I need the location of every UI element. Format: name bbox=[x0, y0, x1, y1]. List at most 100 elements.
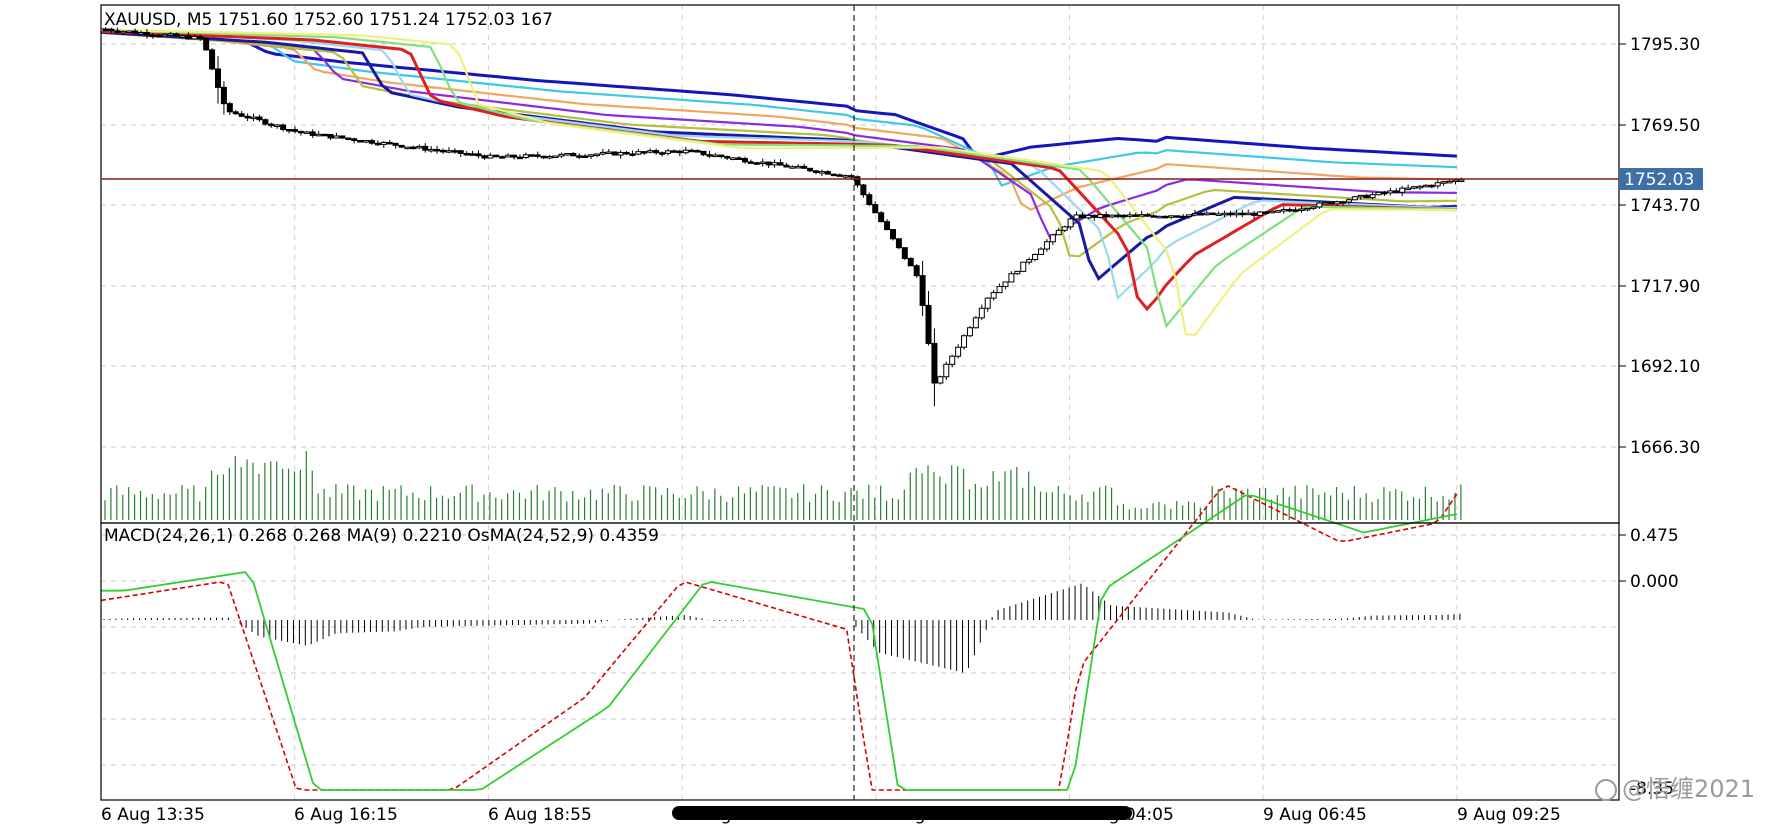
candle bbox=[582, 154, 589, 159]
candle bbox=[398, 144, 405, 148]
moving-average-line bbox=[100, 30, 1457, 212]
candle bbox=[747, 159, 754, 164]
candle-body bbox=[191, 35, 198, 40]
current-price-label: 1752.03 bbox=[1624, 170, 1694, 190]
candle-body bbox=[1026, 259, 1033, 263]
candle-body bbox=[434, 148, 441, 152]
candle-body bbox=[1109, 214, 1116, 218]
candle-body bbox=[919, 275, 926, 306]
candle bbox=[1180, 214, 1187, 219]
candle bbox=[1144, 212, 1151, 218]
candle bbox=[1215, 211, 1222, 216]
candle bbox=[540, 155, 547, 160]
candle-body bbox=[1091, 214, 1098, 218]
candle-body bbox=[564, 153, 571, 156]
candle bbox=[274, 123, 281, 129]
candle-body bbox=[1085, 214, 1092, 219]
candle bbox=[114, 27, 121, 35]
candle-body bbox=[1334, 201, 1341, 205]
candle-body bbox=[1446, 180, 1453, 184]
candle bbox=[380, 141, 387, 148]
candle bbox=[724, 155, 731, 160]
candle bbox=[1351, 195, 1358, 201]
candle-body bbox=[1322, 201, 1329, 205]
candle-body bbox=[795, 165, 802, 169]
candle bbox=[392, 142, 399, 149]
candle-body bbox=[1038, 248, 1045, 255]
candle bbox=[108, 27, 115, 33]
candle bbox=[143, 29, 150, 39]
candle-body bbox=[824, 171, 831, 175]
candle bbox=[623, 151, 630, 156]
candle bbox=[1008, 271, 1015, 283]
candle bbox=[333, 132, 340, 139]
candle bbox=[1103, 211, 1110, 221]
candle-body bbox=[114, 30, 121, 33]
price-tick-4: 1717.90 bbox=[1630, 277, 1700, 297]
candle bbox=[1375, 191, 1382, 196]
candle-body bbox=[700, 150, 707, 156]
candle-body bbox=[617, 151, 624, 156]
candle-body bbox=[1079, 214, 1086, 219]
candle bbox=[629, 150, 636, 157]
candle bbox=[659, 151, 666, 157]
candle-body bbox=[789, 166, 796, 169]
candle bbox=[250, 113, 257, 122]
price-axis: 1795.30 1769.50 1743.70 1717.90 1692.10 … bbox=[1619, 35, 1700, 458]
price-panel-frame bbox=[100, 4, 1620, 524]
candle-body bbox=[398, 144, 405, 148]
candle-body bbox=[1043, 241, 1050, 250]
candle-body bbox=[1162, 215, 1169, 219]
candle-body bbox=[1422, 184, 1429, 188]
candle-body bbox=[588, 154, 595, 157]
macd-main-line bbox=[101, 494, 1458, 791]
candle bbox=[1357, 194, 1364, 200]
candle bbox=[712, 153, 719, 158]
candle bbox=[1156, 215, 1163, 219]
candle-body bbox=[1345, 199, 1352, 203]
candle bbox=[1233, 209, 1240, 218]
candle bbox=[813, 169, 820, 175]
candle bbox=[445, 147, 452, 154]
candle bbox=[635, 148, 642, 156]
candle-body bbox=[1434, 182, 1441, 187]
candle-body bbox=[505, 154, 512, 158]
candle bbox=[534, 151, 541, 159]
horizontal-scrollbar[interactable] bbox=[672, 806, 1132, 820]
candle-body bbox=[599, 151, 606, 155]
candle-body bbox=[605, 151, 612, 154]
candle bbox=[955, 344, 962, 359]
candle-body bbox=[203, 37, 210, 51]
candle bbox=[1268, 210, 1275, 214]
candle-body bbox=[262, 119, 269, 125]
candle bbox=[1405, 184, 1412, 191]
candle bbox=[1209, 212, 1216, 216]
candle bbox=[884, 219, 891, 231]
macd-title: MACD(24,26,1) 0.268 0.268 MA(9) 0.2210 O… bbox=[104, 526, 659, 546]
candle-body bbox=[143, 32, 150, 36]
candle-body bbox=[676, 150, 683, 154]
candle-body bbox=[1357, 194, 1364, 198]
candle-body bbox=[1227, 212, 1234, 216]
candle-body bbox=[901, 247, 908, 259]
candle bbox=[1399, 185, 1406, 196]
candle bbox=[972, 315, 979, 329]
moving-average-line bbox=[100, 30, 1457, 240]
candle-body bbox=[694, 150, 701, 153]
candle bbox=[493, 154, 500, 158]
candle bbox=[694, 149, 701, 153]
candle bbox=[830, 173, 837, 177]
candle bbox=[1049, 233, 1056, 246]
candle bbox=[179, 34, 186, 38]
candle bbox=[777, 159, 784, 166]
candle bbox=[771, 159, 778, 168]
candle bbox=[1091, 214, 1098, 221]
candle-body bbox=[1245, 212, 1252, 216]
candle-body bbox=[593, 153, 600, 157]
candle bbox=[759, 158, 766, 167]
candle bbox=[351, 137, 358, 144]
candle bbox=[872, 201, 879, 214]
candle bbox=[232, 110, 239, 115]
candle-body bbox=[1049, 234, 1056, 243]
candle bbox=[475, 150, 482, 159]
